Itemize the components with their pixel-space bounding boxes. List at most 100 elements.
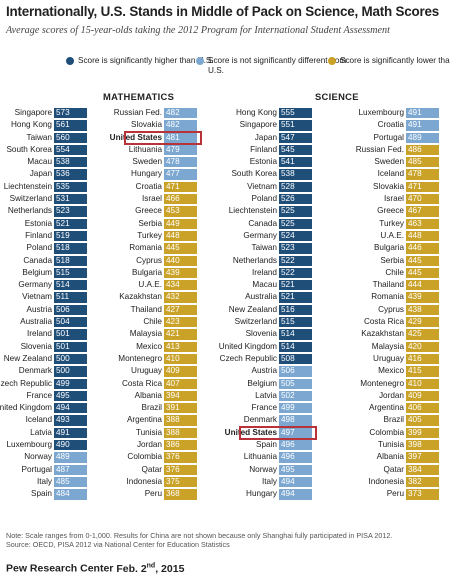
math-row: Russian Fed. 482 (114, 107, 198, 119)
science-row: Costa Rica 429 (364, 316, 440, 328)
math-row: Latvia 491 (18, 427, 88, 439)
math-row: Malaysia 421 (128, 328, 198, 340)
math-row: Estonia 521 (18, 218, 88, 230)
country-name: Turkey (137, 230, 162, 240)
score-cell: 560 (54, 132, 87, 143)
science-row: New Zealand 516 (229, 304, 313, 316)
math-row: Netherlands 523 (8, 205, 88, 217)
score-cell: 485 (406, 157, 439, 168)
science-row: Liechtenstein 525 (229, 205, 313, 217)
science-row: Canada 525 (243, 218, 313, 230)
country-name: Chile (143, 317, 162, 327)
score-cell: 399 (406, 427, 439, 439)
country-name: Norway (24, 452, 52, 462)
score-cell: 506 (54, 304, 87, 316)
country-name: Finland (250, 144, 277, 154)
math-row: Czech Republic 499 (0, 378, 88, 390)
country-name: Netherlands (232, 255, 277, 265)
math-row: Qatar 376 (128, 464, 198, 476)
score-cell: 438 (406, 304, 439, 316)
country-name: Thailand (372, 280, 404, 290)
science-row: United States 497 (225, 427, 313, 439)
legend-item-similar: Score is not significantly different fro… (196, 56, 346, 82)
score-cell: 531 (54, 194, 87, 205)
science-row: Hungary 494 (243, 488, 313, 500)
country-name: Hungary (131, 169, 162, 179)
country-name: Colombia (127, 452, 162, 462)
country-name: Israel (141, 194, 162, 204)
country-name: Hong Kong (11, 120, 52, 130)
science-row: France 499 (243, 402, 313, 414)
score-cell: 554 (54, 144, 87, 156)
legend-swatch-similar (196, 57, 204, 65)
score-cell: 409 (406, 390, 439, 402)
score-cell: 482 (164, 120, 197, 131)
country-name: Czech Republic (0, 378, 52, 388)
country-name: Sweden (132, 157, 162, 167)
science-section-title: SCIENCE (315, 91, 359, 102)
country-name: U.A.E. (380, 230, 404, 240)
math-row: Argentina 388 (127, 414, 198, 426)
math-row: Cyprus 440 (128, 255, 198, 267)
chart-subtitle: Average scores of 15-year-olds taking th… (6, 25, 390, 36)
country-name: Spain (31, 489, 52, 499)
math-row: Colombia 376 (127, 451, 198, 463)
score-cell: 376 (164, 464, 197, 475)
country-name: Cyprus (378, 304, 404, 314)
score-cell: 521 (54, 218, 87, 229)
country-name: Liechtenstein (3, 181, 52, 191)
math-row: Indonesia 375 (126, 476, 198, 488)
score-cell: 485 (54, 476, 87, 488)
country-name: Kazakhstan (361, 329, 404, 339)
country-name: Slovenia (245, 329, 277, 339)
score-cell: 440 (164, 255, 197, 266)
math-row: U.A.E. 434 (128, 279, 198, 291)
score-cell: 491 (54, 427, 87, 439)
source-text: Source: OECD, PISA 2012 via National Cen… (6, 540, 230, 549)
score-cell: 421 (164, 329, 197, 340)
math-us-highlight (124, 130, 202, 145)
math-row: Sweden 478 (128, 156, 198, 168)
country-name: Germany (243, 230, 277, 240)
country-name: Lithuania (128, 144, 162, 154)
science-row: Thailand 444 (370, 279, 440, 291)
country-name: Iceland (25, 415, 52, 425)
math-row: Macau 538 (18, 156, 88, 168)
country-name: Vietnam (247, 181, 277, 191)
math-row: Portugal 487 (18, 464, 88, 476)
score-cell: 427 (164, 304, 197, 316)
science-row: Vietnam 528 (243, 181, 313, 193)
country-name: South Korea (6, 144, 52, 154)
math-row: Denmark 500 (18, 365, 88, 377)
country-name: Taiwan (26, 132, 53, 142)
math-row: Peru 368 (128, 488, 198, 500)
math-row: Israel 466 (128, 193, 198, 205)
country-name: Bulgaria (131, 267, 162, 277)
country-name: New Zealand (3, 353, 52, 363)
country-name: Malaysia (371, 341, 404, 351)
math-row: Turkey 448 (128, 230, 198, 242)
chart-note: Note: Scale ranges from 0-1,000. Results… (6, 531, 446, 549)
legend-swatch-higher (66, 57, 74, 65)
score-cell: 518 (54, 243, 87, 254)
country-name: Denmark (243, 415, 277, 425)
science-row: Japan 547 (243, 132, 313, 144)
country-name: Estonia (249, 157, 277, 167)
score-cell: 495 (279, 464, 312, 475)
math-row: Chile 423 (128, 316, 198, 328)
country-name: Mexico (136, 341, 162, 351)
science-row: Lithuania 496 (243, 451, 313, 463)
math-row: Tunisia 388 (128, 427, 198, 439)
country-name: Ireland (26, 329, 52, 339)
country-name: Mexico (378, 366, 404, 376)
score-cell: 516 (279, 304, 312, 316)
score-cell: 504 (54, 317, 87, 328)
score-cell: 388 (164, 427, 197, 439)
score-cell: 448 (164, 230, 197, 242)
country-name: Argentina (368, 403, 404, 413)
country-name: Cyprus (136, 255, 162, 265)
country-name: Albania (134, 390, 162, 400)
math-row: Hungary 477 (128, 168, 198, 180)
country-name: Qatar (383, 464, 404, 474)
country-name: Uruguay (131, 366, 162, 376)
